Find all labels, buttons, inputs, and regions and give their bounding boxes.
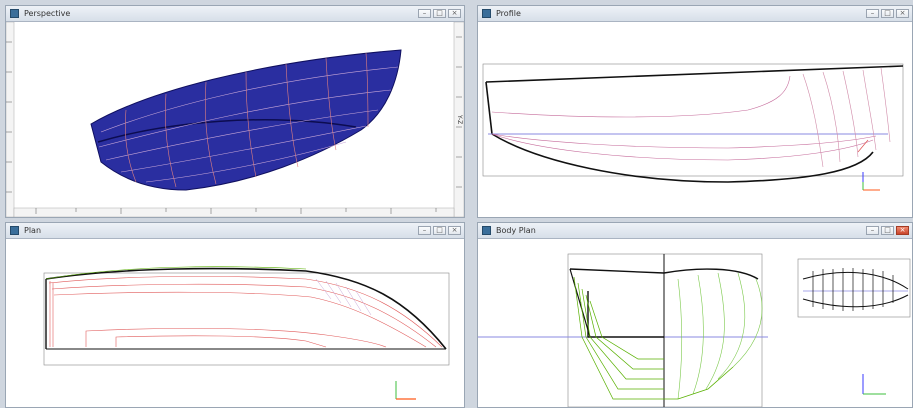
- plan-viewport[interactable]: [6, 239, 464, 407]
- window-icon: [482, 9, 491, 18]
- maximize-button[interactable]: □: [433, 226, 446, 235]
- profile-titlebar[interactable]: Profile – □ ×: [478, 6, 912, 22]
- minimize-button[interactable]: –: [866, 226, 879, 235]
- profile-viewport[interactable]: [478, 22, 912, 217]
- maximize-button[interactable]: □: [433, 9, 446, 18]
- axis-gizmo: [395, 381, 416, 400]
- window-title: Profile: [496, 9, 521, 18]
- body-plan-window[interactable]: Body Plan – □ ×: [477, 222, 913, 408]
- axis-gizmo: [862, 374, 886, 395]
- close-button[interactable]: ×: [448, 9, 461, 18]
- plan-window[interactable]: Plan – □ ×: [5, 222, 465, 408]
- body-plan-titlebar[interactable]: Body Plan – □ ×: [478, 223, 912, 239]
- maximize-button[interactable]: □: [881, 226, 894, 235]
- maximize-button[interactable]: □: [881, 9, 894, 18]
- window-icon: [10, 226, 19, 235]
- perspective-window[interactable]: Perspective – □ × Y-Z: [5, 5, 465, 218]
- window-title: Plan: [24, 226, 42, 235]
- close-button[interactable]: ×: [896, 9, 909, 18]
- window-icon: [482, 226, 491, 235]
- minimize-button[interactable]: –: [418, 226, 431, 235]
- perspective-titlebar[interactable]: Perspective – □ ×: [6, 6, 464, 22]
- body-plan-inset: [797, 258, 911, 318]
- plan-titlebar[interactable]: Plan – □ ×: [6, 223, 464, 239]
- minimize-button[interactable]: –: [418, 9, 431, 18]
- close-button[interactable]: ×: [448, 226, 461, 235]
- axis-gizmo: [862, 172, 880, 191]
- minimize-button[interactable]: –: [866, 9, 879, 18]
- hull-3d-model: [90, 49, 402, 191]
- perspective-viewport[interactable]: Y-Z: [6, 22, 464, 217]
- window-icon: [10, 9, 19, 18]
- hull-profile-drawing: [485, 65, 904, 183]
- profile-window[interactable]: Profile – □ ×: [477, 5, 913, 218]
- window-title: Perspective: [24, 9, 71, 18]
- close-button[interactable]: ×: [896, 226, 909, 235]
- window-title: Body Plan: [496, 226, 536, 235]
- body-plan-drawing: [478, 254, 768, 407]
- axis-label: Y-Z: [456, 114, 463, 124]
- hull-plan-drawing: [45, 266, 447, 350]
- body-plan-viewport[interactable]: [478, 239, 912, 407]
